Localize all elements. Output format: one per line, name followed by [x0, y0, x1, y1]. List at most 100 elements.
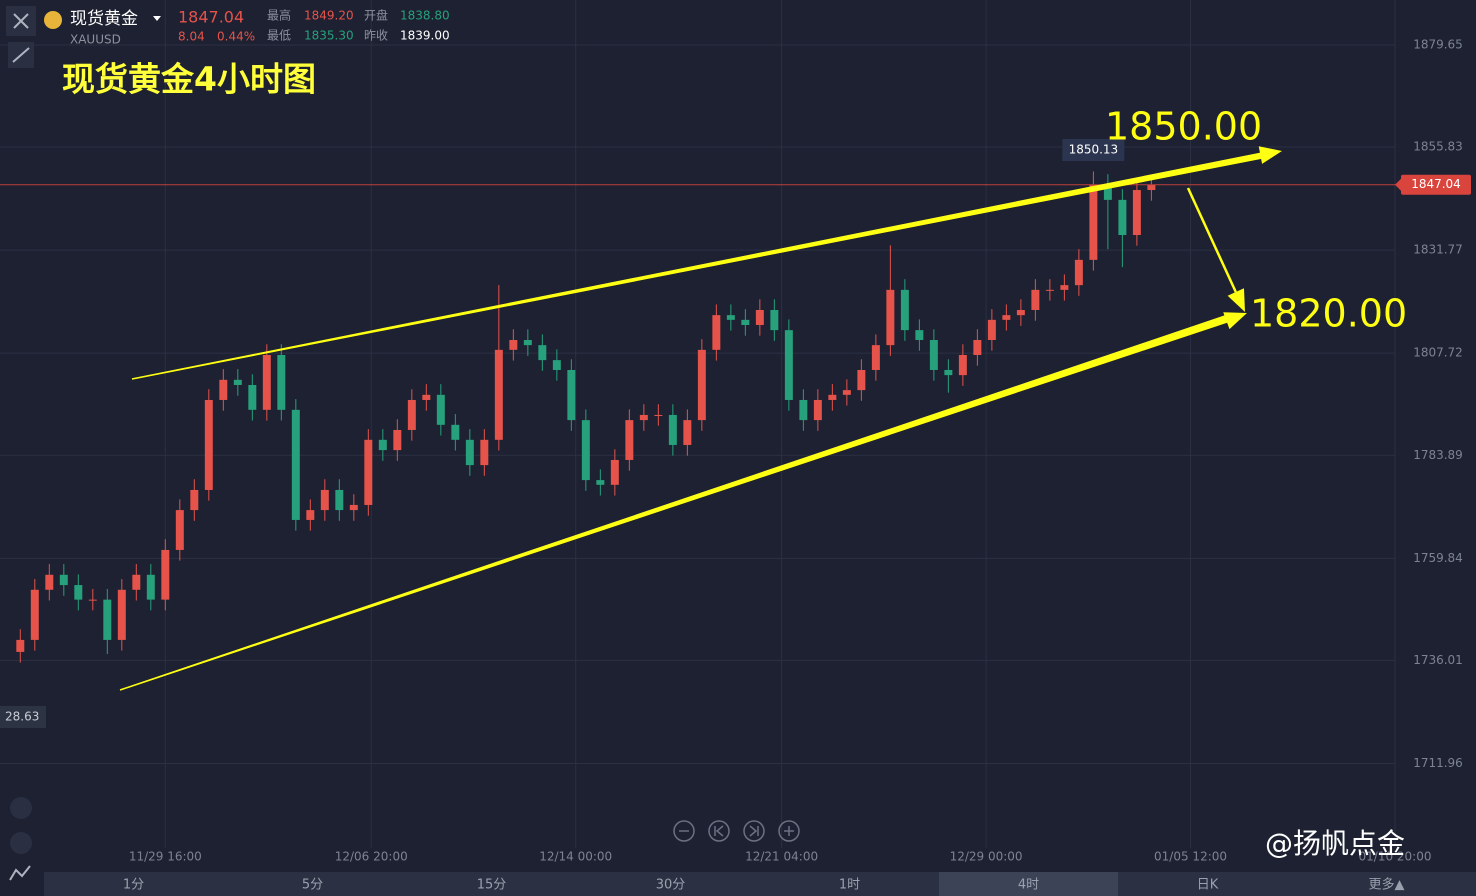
dropdown-arrow[interactable]	[153, 16, 161, 21]
chart-title: 现货黄金4小时图	[62, 60, 316, 99]
symbol-name[interactable]: 现货黄金	[70, 9, 138, 29]
candle-body	[1103, 184, 1112, 200]
last-price-tag	[1401, 174, 1471, 195]
candle-body	[654, 414, 663, 416]
candle-body	[1016, 309, 1025, 316]
candle-body	[1031, 289, 1040, 310]
timeframe-button[interactable]: 1时	[839, 878, 860, 893]
candle-body	[915, 330, 924, 340]
candle-body	[712, 315, 721, 350]
candle-body	[1002, 315, 1011, 320]
candle-body	[770, 309, 779, 331]
projection-arrow	[1186, 187, 1237, 293]
high-label: 最高	[267, 8, 291, 23]
y-tick-label: 1783.89	[1413, 448, 1463, 462]
candle-body	[248, 384, 257, 410]
left-toolbar	[6, 6, 36, 881]
indicator-button[interactable]	[10, 797, 32, 819]
candle-body	[668, 414, 677, 445]
candle-body	[1118, 199, 1127, 236]
lower-arrow	[1219, 319, 1227, 324]
candle-body	[378, 439, 387, 451]
candle-body	[755, 309, 764, 325]
candle-body	[828, 394, 837, 400]
candle-body	[103, 599, 112, 640]
timeframe-bar-bg	[44, 872, 1476, 896]
last-price: 1847.04	[178, 8, 244, 27]
lower-arrow-head	[1223, 312, 1247, 330]
candle-body	[393, 429, 402, 451]
gold-icon	[44, 11, 62, 29]
candle-body	[871, 345, 880, 370]
x-tick-label: 12/21 04:00	[745, 850, 818, 864]
timeframe-button[interactable]: 15分	[477, 878, 507, 893]
candle-body	[494, 349, 503, 440]
candle-body	[190, 489, 199, 511]
candle-body	[1060, 285, 1069, 290]
candle-body	[842, 390, 851, 395]
scroll-end[interactable]	[743, 820, 765, 842]
timeframe-bar: 1分 5分 15分 30分 1时 4时 日K 更多▲	[44, 872, 1476, 896]
y-tick-label: 1736.01	[1413, 653, 1463, 667]
candle-body	[726, 315, 735, 320]
zoom-out[interactable]	[673, 820, 695, 842]
candle-body	[451, 424, 460, 440]
candle-body	[1147, 184, 1156, 191]
prev-label: 昨收	[364, 29, 388, 43]
timeframe-active	[939, 872, 1118, 896]
candle-body	[291, 409, 300, 520]
symbol-code: XAUUSD	[70, 33, 121, 47]
close-icon	[13, 13, 29, 29]
candle-body	[132, 574, 141, 590]
trend-button[interactable]	[9, 865, 31, 881]
candle-body	[1089, 184, 1098, 260]
zoom-in[interactable]	[778, 820, 800, 842]
timeframe-button[interactable]: 4时	[1018, 878, 1039, 893]
candle-body	[581, 420, 590, 481]
candle-body	[436, 394, 445, 425]
low-value: 1835.30	[304, 29, 354, 43]
candle-body	[175, 510, 184, 550]
pen-button[interactable]	[10, 832, 32, 854]
candle-body	[610, 459, 619, 485]
y-tick-label: 1879.65	[1413, 37, 1463, 51]
scroll-start[interactable]	[708, 820, 730, 842]
candle-body	[538, 345, 547, 361]
candle-body	[523, 339, 532, 346]
quote-header: 现货黄金 XAUUSD 1847.04 8.04 0.44% 最高 1849.2…	[44, 8, 450, 47]
x-tick-label: 12/14 00:00	[539, 850, 612, 864]
timeframe-button[interactable]: 1分	[123, 878, 144, 893]
x-tick-label: 01/10 20:00	[1359, 850, 1432, 864]
timeframe-button[interactable]: 日K	[1197, 878, 1219, 893]
min-label: 28.63	[5, 710, 39, 724]
change: 8.04	[178, 30, 205, 44]
target-label: 1850.00	[1105, 105, 1262, 149]
open-value: 1838.80	[400, 9, 450, 23]
upper-arrow-head	[1258, 146, 1282, 164]
y-tick-label: 1759.84	[1413, 551, 1463, 565]
candle-body	[1132, 190, 1141, 236]
candle-body	[364, 439, 373, 505]
watermark: @扬帆点金	[1265, 827, 1405, 860]
max-label-box	[1062, 139, 1125, 161]
timeframe-button[interactable]: 更多▲	[1369, 877, 1405, 893]
candle-body	[219, 379, 228, 400]
candle-body	[306, 510, 315, 520]
tag-pointer	[1395, 178, 1401, 191]
timeframe-button[interactable]: 5分	[302, 878, 323, 893]
candle-body	[74, 585, 83, 600]
timeframe-button[interactable]: 30分	[656, 878, 686, 893]
candle-body	[465, 439, 474, 466]
y-tick-label: 1831.77	[1413, 243, 1463, 257]
candle-body	[799, 399, 808, 421]
candle-body	[596, 480, 605, 485]
candle-body	[639, 414, 648, 421]
candle-body	[277, 354, 286, 410]
candle-body	[857, 369, 866, 391]
candle-body	[886, 289, 895, 346]
last-price-label: 1847.04	[1411, 177, 1461, 191]
candle-body	[349, 504, 358, 511]
candle-body	[422, 394, 431, 400]
